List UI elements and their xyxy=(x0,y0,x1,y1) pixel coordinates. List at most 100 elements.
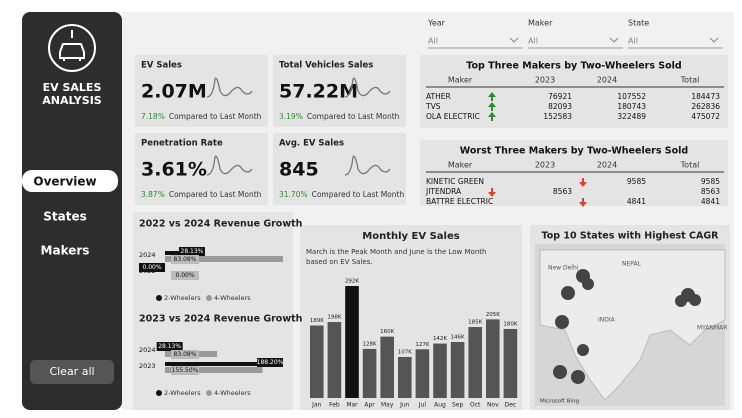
filter-label: State xyxy=(628,19,649,28)
map-dot xyxy=(675,295,687,307)
bar xyxy=(380,337,394,398)
x-tick-label: Nov xyxy=(487,402,499,409)
bar xyxy=(486,319,500,398)
sidebar-title: ANALYSIS xyxy=(42,94,102,107)
x-tick-label: Apr xyxy=(364,402,375,409)
table-title: Top Three Makers by Two-Wheelers Sold xyxy=(466,61,681,72)
table-cell: 9585 xyxy=(627,177,646,186)
data-label: 83.08% xyxy=(174,351,197,358)
y-tick-label: 2023 xyxy=(139,362,156,370)
map-dot xyxy=(571,370,585,384)
legend-swatch xyxy=(206,390,212,396)
nav-item[interactable]: Overview xyxy=(33,175,96,189)
nav-item[interactable]: States xyxy=(43,210,87,224)
kpi-value: 845 xyxy=(279,159,319,181)
chart-title: 2022 vs 2024 Revenue Growth xyxy=(139,219,303,230)
data-label: 155.50% xyxy=(172,367,199,374)
chart-subtitle: March is the Peak Month and June is the … xyxy=(306,248,486,256)
kpi-change-label: Compared to Last Month xyxy=(307,112,400,121)
bar xyxy=(345,286,359,398)
table-cell: 475072 xyxy=(691,112,720,121)
table-cell: 322489 xyxy=(617,112,646,121)
bar xyxy=(433,344,447,398)
dashboard: EV SALES ANALYSIS Overview States Makers… xyxy=(0,0,742,414)
table-cell: TVS xyxy=(425,102,441,111)
table-cell: 82093 xyxy=(548,102,572,111)
data-label: 83.08% xyxy=(174,256,197,263)
data-label: 146K xyxy=(451,335,465,341)
legend-label: 4-Wheelers xyxy=(214,294,251,302)
table-header: 2024 xyxy=(597,161,617,170)
map-dot xyxy=(561,286,575,300)
map-attribution: Microsoft Bing xyxy=(540,399,579,405)
table-cell: 152583 xyxy=(543,112,572,121)
data-label: 292K xyxy=(345,279,359,285)
y-tick-label: 2024 xyxy=(139,346,156,354)
data-label: 180K xyxy=(503,321,517,327)
data-label: 28.13% xyxy=(158,343,181,350)
table-cell: OLA ELECTRIC xyxy=(426,112,480,121)
table-header: Total xyxy=(680,161,700,170)
kpi-value: 57.22M xyxy=(279,81,358,103)
kpi-title: EV Sales xyxy=(141,61,182,71)
data-label: 107K xyxy=(398,349,412,355)
legend-swatch xyxy=(156,390,162,396)
table-header: Total xyxy=(680,76,700,85)
table-cell: 8563 xyxy=(553,187,572,196)
table-header: 2023 xyxy=(535,76,555,85)
table-cell: 4841 xyxy=(701,197,720,206)
kpi-change: 31.70%Compared to Last Month xyxy=(279,190,404,199)
kpi-change-value: 3.87% xyxy=(141,190,165,199)
table-cell: JITENDRA xyxy=(425,187,462,196)
bar xyxy=(504,329,518,398)
map-dot xyxy=(555,315,569,329)
chart-title: Monthly EV Sales xyxy=(362,231,459,242)
legend-label: 2-Wheelers xyxy=(164,389,201,397)
kpi-value: 3.61% xyxy=(141,159,207,181)
table-header: Maker xyxy=(448,161,473,170)
table-cell: KINETIC GREEN xyxy=(426,177,484,186)
table-title: Worst Three Makers by Two-Wheelers Sold xyxy=(460,146,688,157)
x-tick-label: Sep xyxy=(452,402,464,409)
data-label: 160K xyxy=(380,329,394,335)
data-label: 189K xyxy=(310,318,324,324)
filter-value: All xyxy=(628,37,638,46)
table-cell: 8563 xyxy=(701,187,720,196)
x-tick-label: Dec xyxy=(505,402,517,409)
kpi-change-value: 3.19% xyxy=(279,112,303,121)
data-label: 127K xyxy=(415,342,429,348)
bar xyxy=(310,326,324,398)
kpi-value: 2.07M xyxy=(141,81,207,103)
data-label: 205K xyxy=(486,312,500,318)
kpi-change: 7.18%Compared to Last Month xyxy=(141,112,262,121)
data-label: 0.00% xyxy=(175,272,194,279)
clear-label[interactable]: Clear all xyxy=(49,365,94,378)
kpi-change-label: Compared to Last Month xyxy=(169,112,262,121)
kpi-change-label: Compared to Last Month xyxy=(312,190,405,199)
legend-label: 2-Wheelers xyxy=(164,294,201,302)
chart-subtitle: based on EV Sales. xyxy=(306,258,373,266)
table-cell: 76921 xyxy=(548,92,572,101)
kpi-title: Penetration Rate xyxy=(141,139,223,149)
x-tick-label: Jan xyxy=(311,402,321,409)
filter-value: All xyxy=(528,37,538,46)
bar xyxy=(468,327,482,398)
x-tick-label: Jul xyxy=(418,402,427,409)
card xyxy=(133,212,293,410)
table-cell: 262836 xyxy=(691,102,720,111)
table-header: Maker xyxy=(448,76,473,85)
legend-label: 4-Wheelers xyxy=(214,389,251,397)
bar xyxy=(328,322,342,398)
table-cell: BATTRE ELECTRIC xyxy=(426,197,493,206)
page: EV SALES ANALYSIS Overview States Makers… xyxy=(0,0,742,414)
nav-item[interactable]: Makers xyxy=(41,244,90,258)
kpi-title: Total Vehicles Sales xyxy=(279,61,373,71)
x-tick-label: Mar xyxy=(346,402,358,409)
filter-label: Maker xyxy=(528,19,553,28)
map-label: MYANMAR xyxy=(697,325,727,332)
table-cell: 180743 xyxy=(617,102,646,111)
data-label: 198K xyxy=(327,315,341,321)
map-dot xyxy=(577,344,589,356)
filter-value: All xyxy=(428,37,438,46)
kpi-change: 3.87%Compared to Last Month xyxy=(141,190,262,199)
